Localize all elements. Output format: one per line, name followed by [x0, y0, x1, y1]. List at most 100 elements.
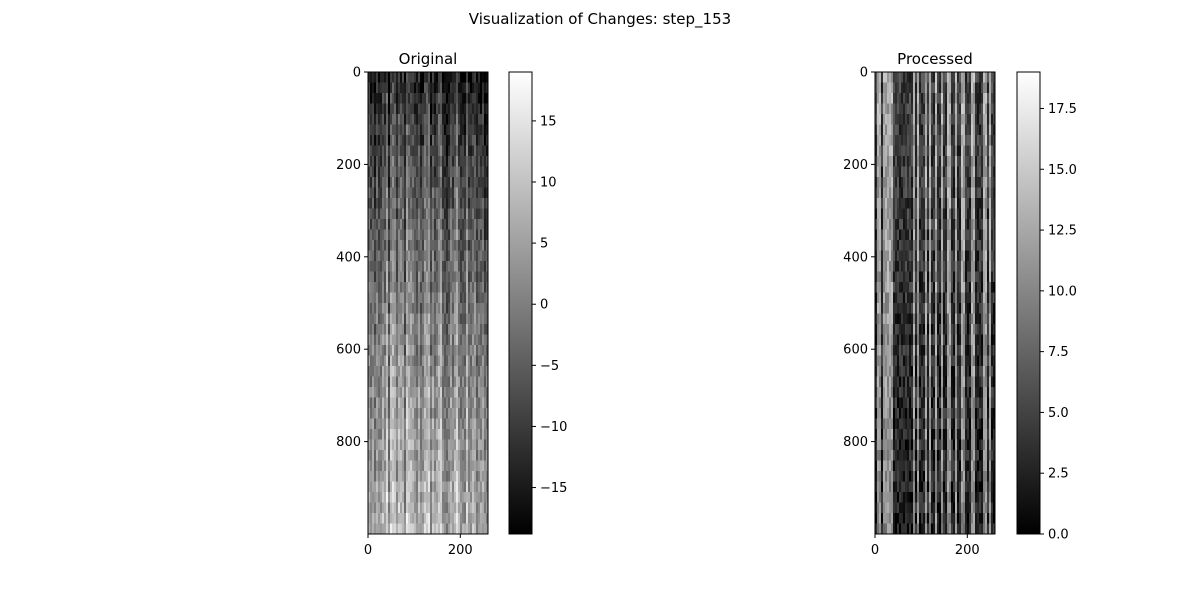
heatmap-cell: [448, 387, 451, 398]
heatmap-cell: [476, 418, 479, 430]
heatmap-cell: [384, 460, 387, 472]
heatmap-cell: [941, 282, 944, 293]
heatmap-cell: [464, 355, 467, 367]
heatmap-cell: [921, 156, 924, 167]
heatmap-cell: [879, 114, 882, 125]
heatmap-cell: [404, 313, 407, 325]
heatmap-cell: [977, 145, 980, 157]
heatmap-cell: [903, 439, 906, 451]
heatmap-cell: [468, 208, 471, 220]
heatmap-cell: [458, 397, 461, 409]
heatmap-cell: [446, 198, 449, 209]
heatmap-cell: [881, 282, 884, 293]
heatmap-cell: [480, 145, 483, 157]
heatmap-cell: [426, 145, 429, 157]
heatmap-cell: [478, 303, 481, 314]
heatmap-cell: [931, 229, 934, 241]
heatmap-cell: [963, 250, 966, 262]
heatmap-cell: [440, 303, 443, 314]
heatmap-cell: [913, 387, 916, 398]
heatmap-cell: [893, 166, 896, 178]
heatmap-cell: [478, 502, 481, 514]
heatmap-cell: [404, 418, 407, 430]
heatmap-cell: [400, 303, 403, 314]
heatmap-cell: [875, 114, 878, 125]
heatmap-cell: [979, 271, 982, 283]
heatmap-cell: [967, 166, 970, 178]
heatmap-cell: [945, 355, 948, 367]
heatmap-cell: [965, 355, 968, 367]
heatmap-cell: [426, 292, 429, 304]
heatmap-cell: [468, 229, 471, 241]
heatmap-cell: [981, 166, 984, 178]
heatmap-cell: [965, 324, 968, 335]
heatmap-cell: [434, 460, 437, 472]
heatmap-cell: [456, 229, 459, 241]
heatmap-cell: [909, 460, 912, 472]
heatmap-cell: [877, 376, 880, 388]
heatmap-cell: [448, 219, 451, 230]
heatmap-cell: [897, 366, 900, 377]
heatmap-cell: [428, 271, 431, 283]
heatmap-cell: [376, 418, 379, 430]
heatmap-cell: [875, 177, 878, 188]
heatmap-cell: [921, 355, 924, 367]
heatmap-cell: [967, 261, 970, 272]
heatmap-cell: [392, 355, 395, 367]
heatmap-cell: [470, 292, 473, 304]
heatmap-cell: [448, 460, 451, 472]
heatmap-cell: [927, 240, 930, 251]
heatmap-cell: [384, 492, 387, 503]
heatmap-cell: [472, 219, 475, 230]
heatmap-cell: [390, 229, 393, 241]
heatmap-cell: [883, 282, 886, 293]
heatmap-cell: [923, 93, 926, 104]
heatmap-cell: [380, 156, 383, 167]
heatmap-cell: [955, 261, 958, 272]
heatmap-cell: [450, 187, 453, 199]
heatmap-cell: [446, 282, 449, 293]
heatmap-cell: [927, 471, 930, 482]
heatmap-cell: [893, 229, 896, 241]
heatmap-cell: [957, 145, 960, 157]
heatmap-cell: [462, 397, 465, 409]
heatmap-cell: [931, 156, 934, 167]
heatmap-cell: [971, 271, 974, 283]
heatmap-cell: [444, 418, 447, 430]
heatmap-cell: [925, 135, 928, 146]
heatmap-cell: [897, 82, 900, 94]
heatmap-cell: [929, 271, 932, 283]
heatmap-cell: [396, 324, 399, 335]
heatmap-cell: [448, 429, 451, 440]
heatmap-cell: [911, 72, 914, 83]
heatmap-cell: [933, 324, 936, 335]
heatmap-cell: [919, 324, 922, 335]
heatmap-cell: [446, 72, 449, 83]
heatmap-cell: [404, 376, 407, 388]
heatmap-cell: [368, 240, 371, 251]
heatmap-cell: [412, 177, 415, 188]
heatmap-cell: [486, 502, 489, 514]
heatmap-cell: [939, 439, 942, 451]
heatmap-cell: [464, 271, 467, 283]
heatmap-cell: [410, 355, 413, 367]
heatmap-cell: [448, 397, 451, 409]
heatmap-cell: [478, 324, 481, 335]
heatmap-cell: [414, 439, 417, 451]
heatmap-cell: [973, 439, 976, 451]
heatmap-cell: [462, 313, 465, 325]
heatmap-cell: [929, 418, 932, 430]
heatmap-cell: [410, 313, 413, 325]
heatmap-cell: [418, 418, 421, 430]
heatmap-cell: [486, 334, 489, 346]
heatmap-cell: [897, 240, 900, 251]
heatmap-cell: [378, 271, 381, 283]
heatmap-cell: [456, 345, 459, 356]
heatmap-cell: [897, 229, 900, 241]
heatmap-cell: [474, 303, 477, 314]
heatmap-cell: [470, 145, 473, 157]
heatmap-cell: [386, 103, 389, 115]
heatmap-cell: [949, 387, 952, 398]
heatmap-cell: [937, 145, 940, 157]
